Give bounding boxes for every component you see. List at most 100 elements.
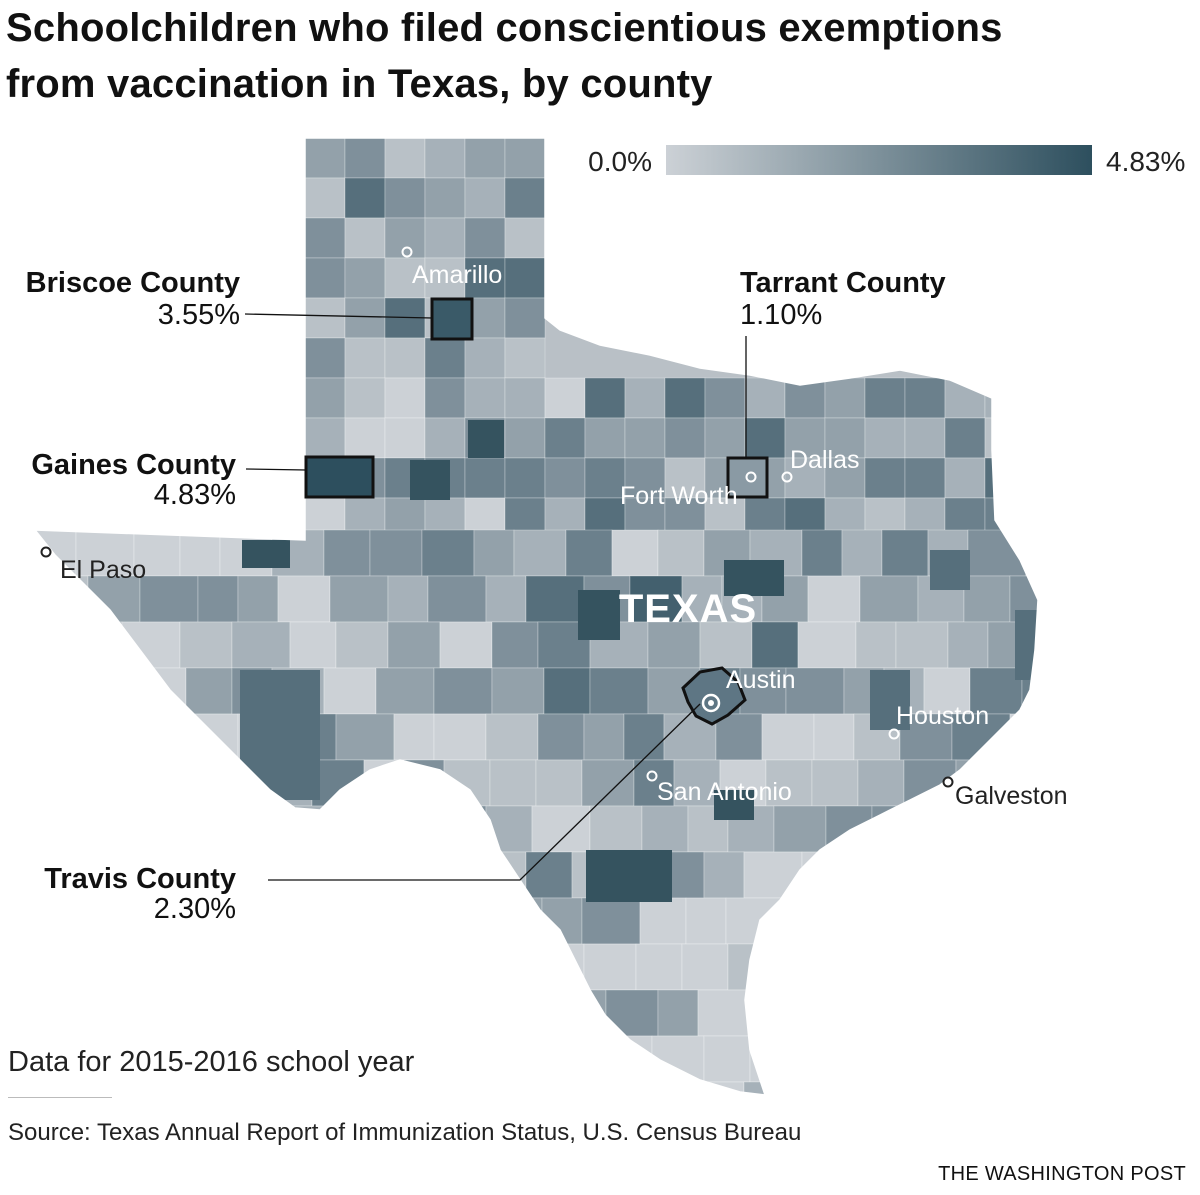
county-cell xyxy=(357,897,417,945)
legend-max-label: 4.83% xyxy=(1106,146,1185,177)
county-cell xyxy=(219,943,279,991)
county-cell xyxy=(179,989,239,1037)
county-cell xyxy=(504,257,546,299)
county-cell xyxy=(439,805,487,853)
county-cell xyxy=(699,621,753,669)
travis-county-label: Travis County xyxy=(44,863,236,895)
county-cell xyxy=(335,851,389,899)
county-cell xyxy=(744,377,786,419)
county-cell xyxy=(393,713,435,761)
county-cell xyxy=(870,670,910,730)
fort-worth-label: Fort Worth xyxy=(620,482,738,510)
county-cell xyxy=(981,805,1038,853)
amarillo-marker xyxy=(401,246,413,258)
county-cell xyxy=(807,575,861,623)
dallas-label: Dallas xyxy=(790,446,859,474)
county-cell xyxy=(531,943,585,991)
county-cell xyxy=(304,177,346,219)
county-cell xyxy=(825,805,873,853)
county-cell xyxy=(344,417,386,459)
county-cell xyxy=(997,1081,1038,1095)
publisher-credit: THE WASHINGTON POST xyxy=(938,1163,1186,1185)
county-cell xyxy=(424,177,466,219)
el-paso-label: El Paso xyxy=(60,556,146,584)
county-cell xyxy=(841,529,883,577)
county-cell xyxy=(724,560,784,596)
county-cell xyxy=(1025,529,1038,577)
county-cell xyxy=(81,805,135,853)
galveston-label: Galveston xyxy=(955,782,1068,810)
county-cell xyxy=(439,621,493,669)
county-cell xyxy=(197,575,239,623)
county-cell xyxy=(421,529,475,577)
county-cell xyxy=(589,667,649,715)
county-cell xyxy=(641,805,689,853)
county-cell xyxy=(473,529,515,577)
galveston-marker xyxy=(942,776,954,788)
briscoe-leader-line xyxy=(244,313,433,319)
county-cell xyxy=(904,377,946,419)
county-cell xyxy=(468,420,504,458)
county-cell xyxy=(381,805,441,853)
county-cell xyxy=(191,805,233,853)
county-cell xyxy=(623,713,665,761)
san-antonio-label: San Antonio xyxy=(657,778,792,806)
county-cell xyxy=(857,759,905,807)
county-cell xyxy=(329,575,389,623)
county-cell xyxy=(911,989,971,1037)
county-cell xyxy=(581,897,641,945)
county-cell xyxy=(537,713,585,761)
county-cell xyxy=(945,897,999,945)
county-cell xyxy=(87,759,147,807)
county-cell xyxy=(464,257,506,299)
county-cell xyxy=(485,575,527,623)
county-cell xyxy=(963,575,1011,623)
county-cell xyxy=(784,417,826,459)
chart-title-line-2: from vaccination in Texas, by county xyxy=(6,62,713,106)
county-cell xyxy=(779,943,833,991)
county-cell xyxy=(930,550,970,590)
county-cell xyxy=(384,417,426,459)
county-cell xyxy=(1033,621,1038,669)
county-cell xyxy=(664,457,706,499)
county-cell xyxy=(824,417,866,459)
county-cell xyxy=(904,457,946,499)
county-cell xyxy=(424,417,466,459)
county-cell xyxy=(464,337,506,379)
county-cell xyxy=(1015,943,1038,991)
county-cell xyxy=(81,667,141,715)
county-cell xyxy=(504,337,546,379)
data-note: Data for 2015-2016 school year xyxy=(8,1046,415,1078)
county-cell xyxy=(304,217,346,259)
county-cell xyxy=(997,897,1038,945)
county-cell xyxy=(543,667,591,715)
county-cell xyxy=(304,417,346,459)
county-cell xyxy=(639,897,687,945)
county-cell xyxy=(704,417,746,459)
county-cell xyxy=(535,759,583,807)
county-cell xyxy=(363,759,405,807)
county-cell xyxy=(973,851,1027,899)
county-cell xyxy=(185,667,233,715)
county-cell xyxy=(967,529,1027,577)
austin-capital-marker xyxy=(701,693,721,713)
legend-min-label: 0.0% xyxy=(588,146,652,177)
briscoe-county-outline xyxy=(430,297,474,341)
county-cell xyxy=(335,621,389,669)
travis-county-outline xyxy=(681,666,747,726)
county-cell xyxy=(323,667,377,715)
county-cell xyxy=(917,943,965,991)
county-cell xyxy=(947,621,989,669)
county-cell xyxy=(525,851,573,899)
county-cell xyxy=(801,1081,855,1095)
county-cell xyxy=(259,897,301,945)
county-cell xyxy=(344,138,386,179)
county-cell xyxy=(424,138,466,179)
county-cell xyxy=(871,805,925,853)
tarrant-county-value: 1.10% xyxy=(740,299,822,331)
county-cell xyxy=(191,713,239,761)
county-cell xyxy=(565,529,613,577)
county-cell xyxy=(81,621,123,669)
county-cell xyxy=(489,759,537,807)
county-cell xyxy=(295,851,337,899)
